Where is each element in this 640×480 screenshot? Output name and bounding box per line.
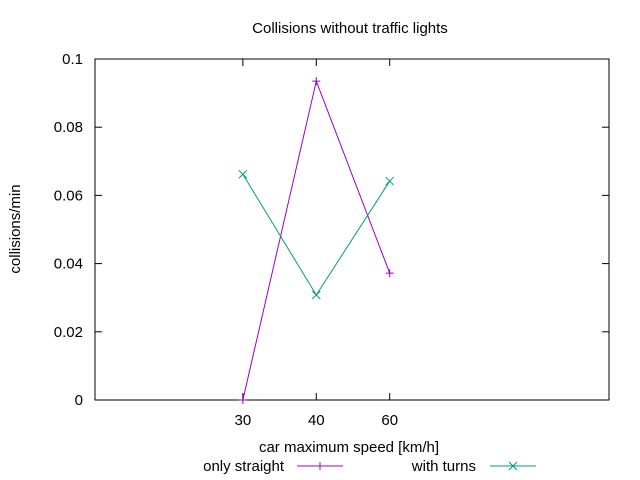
data-point	[311, 290, 321, 300]
series-with-turns	[238, 169, 395, 300]
series-line	[242, 79, 391, 401]
data-point	[312, 77, 321, 86]
series-layer	[238, 77, 395, 404]
y-tick-label: 0	[75, 392, 83, 409]
legend-marker	[508, 461, 518, 471]
y-axis-label: collisions/min	[7, 184, 24, 273]
legend-label: with turns	[411, 458, 476, 475]
plot-frame	[94, 58, 610, 401]
series-only-straight	[238, 77, 394, 404]
y-axis: 0 0.02 0.04 0.06 0.08 0.1	[54, 51, 609, 409]
y-tick-label: 0.1	[62, 51, 83, 68]
data-point	[238, 396, 247, 404]
x-tick-label: 30	[235, 412, 252, 429]
y-tick-label: 0.02	[54, 324, 83, 341]
data-point	[385, 176, 395, 186]
chart-title: Collisions without traffic lights	[252, 20, 448, 37]
x-axis-label: car maximum speed [km/h]	[259, 439, 439, 456]
x-tick-label: 60	[381, 412, 398, 429]
data-point	[385, 269, 394, 278]
y-tick-label: 0.06	[54, 187, 83, 204]
y-tick-label: 0.04	[54, 256, 83, 273]
series-line	[242, 173, 391, 296]
legend-label: only straight	[203, 458, 285, 475]
legend: only straight with turns	[203, 458, 536, 475]
data-point	[238, 169, 248, 179]
x-tick-label: 40	[308, 412, 325, 429]
legend-marker	[316, 462, 324, 470]
y-tick-label: 0.08	[54, 119, 83, 136]
x-axis: 30 40 60	[235, 59, 398, 429]
